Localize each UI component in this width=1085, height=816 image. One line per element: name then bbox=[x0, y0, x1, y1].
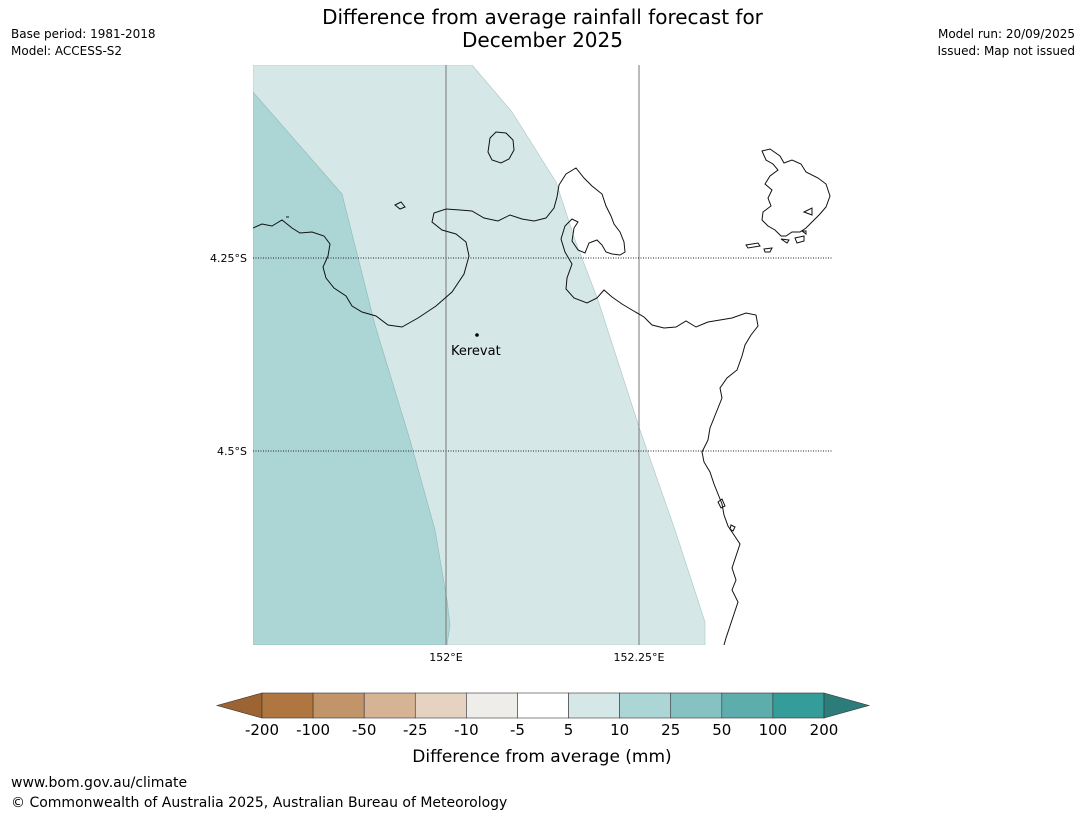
colorbar-segment bbox=[466, 692, 518, 719]
meta-left: Base period: 1981-2018 Model: ACCESS-S2 bbox=[11, 26, 156, 60]
footer-copyright: © Commonwealth of Australia 2025, Austra… bbox=[11, 795, 508, 811]
title-line-1: Difference from average rainfall forecas… bbox=[322, 5, 763, 29]
colorbar-tick-label: -100 bbox=[296, 721, 330, 739]
lat-label-4-25s: 4.25°S bbox=[210, 252, 247, 265]
colorbar-segment bbox=[312, 692, 365, 719]
coastline-gazelle-peninsula bbox=[253, 167, 759, 645]
coastline-islet-g bbox=[780, 238, 790, 244]
lon-label-152-25e: 152.25°E bbox=[614, 651, 665, 664]
colorbar-title: Difference from average (mm) bbox=[412, 747, 671, 767]
colorbar-segment bbox=[261, 692, 314, 719]
coastline-islet-h bbox=[794, 235, 805, 244]
colorbar-segment bbox=[721, 692, 774, 719]
colorbar-tick-label: -25 bbox=[403, 721, 428, 739]
kerevat-marker bbox=[475, 333, 479, 337]
issued-status: Issued: Map not issued bbox=[937, 44, 1075, 58]
meta-right: Model run: 20/09/2025 Issued: Map not is… bbox=[937, 26, 1075, 60]
colorbar-tick-label: 200 bbox=[810, 721, 839, 739]
model-name: Model: ACCESS-S2 bbox=[11, 44, 123, 58]
map-area: Kerevat bbox=[253, 65, 832, 645]
colorbar-tick-label: -10 bbox=[454, 721, 479, 739]
colorbar-segment bbox=[619, 692, 672, 719]
colorbar-tick-label: -200 bbox=[245, 721, 279, 739]
colorbar-segment bbox=[670, 692, 723, 719]
coastline-islet-a bbox=[394, 201, 406, 210]
colorbar-tick-label: 10 bbox=[610, 721, 629, 739]
coastline-islet-d bbox=[729, 524, 736, 532]
colorbar-segment bbox=[414, 692, 467, 719]
title-line-2: December 2025 bbox=[462, 28, 623, 52]
coastline-duke-of-york bbox=[761, 148, 831, 237]
colorbar-tick-label: -5 bbox=[510, 721, 525, 739]
colorbar-segment bbox=[517, 692, 569, 719]
kerevat-label: Kerevat bbox=[451, 344, 501, 359]
region-10-25mm bbox=[253, 91, 451, 645]
base-period: Base period: 1981-2018 bbox=[11, 27, 156, 41]
colorbar-extend-low bbox=[215, 692, 263, 719]
coastline-islet-j bbox=[800, 230, 807, 235]
colorbar-tick-label: 5 bbox=[564, 721, 574, 739]
coastline-islet-i bbox=[802, 207, 813, 216]
colorbar-tick-label: -50 bbox=[352, 721, 377, 739]
footer-url[interactable]: www.bom.gov.au/climate bbox=[11, 775, 188, 791]
coastlines bbox=[253, 131, 831, 645]
lon-label-152e: 152°E bbox=[429, 651, 462, 664]
coastline-islet-c bbox=[717, 498, 726, 509]
map-title: Difference from average rainfall forecas… bbox=[0, 6, 1085, 52]
colorbar-segment bbox=[363, 692, 416, 719]
colorbar-extend-high bbox=[823, 692, 871, 719]
coastline-islet-f bbox=[763, 247, 773, 253]
coastline-watom-island bbox=[487, 131, 515, 164]
colorbar-tick-label: 25 bbox=[661, 721, 680, 739]
colorbar-segment bbox=[772, 692, 825, 719]
colorbar-segment bbox=[568, 692, 620, 719]
model-run: Model run: 20/09/2025 bbox=[937, 27, 1075, 41]
colorbar: -200 -100 -50 -25 -10 -5 5 10 25 50 100 200 bbox=[215, 692, 871, 739]
colorbar-tick-label: 100 bbox=[759, 721, 788, 739]
lat-label-4-5s: 4.5°S bbox=[217, 445, 247, 458]
coastline-islet-e bbox=[745, 242, 761, 249]
colorbar-tick-label: 50 bbox=[712, 721, 731, 739]
